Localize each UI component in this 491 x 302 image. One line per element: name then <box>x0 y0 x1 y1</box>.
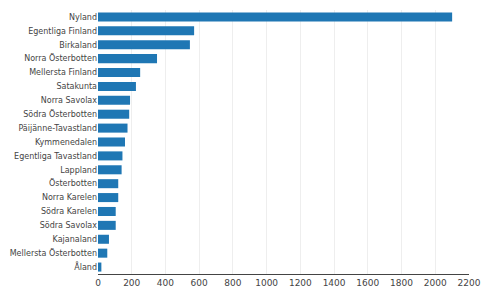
svg-text:1600: 1600 <box>356 278 379 288</box>
svg-text:Lappland: Lappland <box>60 166 97 175</box>
svg-text:1200: 1200 <box>289 278 312 288</box>
svg-text:2000: 2000 <box>424 278 447 288</box>
svg-text:Österbotten: Österbotten <box>49 178 97 188</box>
svg-text:Kymmenedalen: Kymmenedalen <box>35 138 97 147</box>
svg-text:Päijänne-Tavastland: Päijänne-Tavastland <box>18 124 97 133</box>
svg-text:Norra Karelen: Norra Karelen <box>42 193 97 202</box>
svg-text:0: 0 <box>95 278 101 288</box>
svg-text:Södra Österbotten: Södra Österbotten <box>23 109 97 119</box>
svg-text:400: 400 <box>157 278 174 288</box>
svg-text:Norra Savolax: Norra Savolax <box>41 96 97 105</box>
svg-text:Södra Savolax: Södra Savolax <box>40 221 98 230</box>
svg-text:Nyland: Nyland <box>69 13 97 22</box>
svg-text:Mellersta Finland: Mellersta Finland <box>29 68 97 77</box>
svg-text:Mellersta Österbotten: Mellersta Österbotten <box>10 248 97 258</box>
svg-text:Birkaland: Birkaland <box>59 41 97 50</box>
svg-text:Kajanaland: Kajanaland <box>53 235 97 244</box>
svg-text:1400: 1400 <box>323 278 346 288</box>
svg-text:Satakunta: Satakunta <box>56 82 97 91</box>
svg-text:Egentliga Tavastland: Egentliga Tavastland <box>14 152 97 161</box>
svg-text:Egentliga Finland: Egentliga Finland <box>28 27 97 36</box>
svg-text:Norra Österbotten: Norra Österbotten <box>24 53 97 63</box>
svg-text:Åland: Åland <box>74 261 97 272</box>
svg-text:1000: 1000 <box>255 278 278 288</box>
svg-text:600: 600 <box>191 278 208 288</box>
svg-text:200: 200 <box>123 278 140 288</box>
svg-text:Södra Karelen: Södra Karelen <box>41 207 97 216</box>
svg-text:2200: 2200 <box>458 278 481 288</box>
svg-text:800: 800 <box>224 278 241 288</box>
svg-text:1800: 1800 <box>390 278 413 288</box>
